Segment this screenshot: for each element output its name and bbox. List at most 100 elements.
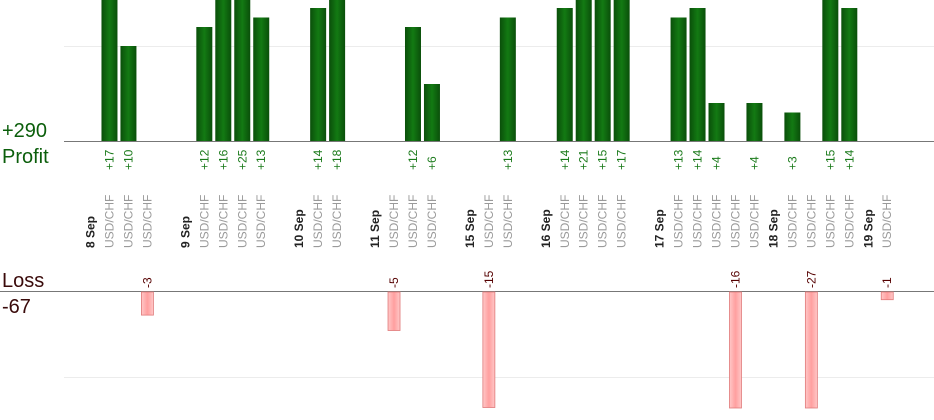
profit-value-label: +17 [615,149,629,170]
loss-bar [141,291,154,316]
pair-label: USD/CHF [577,195,591,248]
profit-bar [594,0,611,141]
profit-bar [746,103,763,141]
loss-bar [729,291,742,409]
profit-value-label: +15 [596,149,610,170]
pair-label: USD/CHF [121,195,135,248]
pair-label: USD/CHF [197,195,211,248]
profit-value-label: +12 [406,149,420,170]
pair-label: USD/CHF [425,195,439,248]
loss-label: Loss [2,270,45,292]
profit-value-label: +12 [197,149,211,170]
date-label: 9 Sep [178,216,192,248]
profit-bar [253,17,270,141]
loss-value-label: -3 [140,277,154,288]
profit-bar [404,27,421,141]
date-label: 15 Sep [463,209,477,248]
date-label: 16 Sep [539,209,553,248]
profit-total: +290 [2,120,48,142]
pair-label: USD/CHF [406,195,420,248]
pair-label: USD/CHF [330,195,344,248]
profit-bar [784,112,801,141]
pair-label: USD/CHF [140,195,154,248]
profit-value-label: +3 [785,156,799,170]
profit-bar [575,0,592,141]
loss-bar [387,291,401,331]
profit-value-label: +14 [558,149,572,170]
profit-bar [120,46,137,141]
bar-group [101,0,894,409]
profit-value-label: +4 [710,156,724,170]
profit-value-label: +21 [577,149,591,170]
profit-bar [670,17,687,141]
pair-label: USD/CHF [596,195,610,248]
profit-value-label: +14 [311,149,325,170]
profit-bar [423,84,440,141]
profit-bar [196,27,213,141]
loss-value-label: -5 [387,277,401,288]
label-group: 8 Sep 9 Sep 10 Sep 11 Sep 15 Sep 16 Sep 17 Sep… [84,149,895,288]
profit-bar [499,17,516,141]
loss-value-label: -15 [482,270,496,288]
pair-label: USD/CHF [691,195,705,248]
profit-value-label: +4 [747,156,761,170]
profit-value-label: +13 [672,149,686,170]
pair-label: USD/CHF [785,195,799,248]
pair-label: USD/CHF [728,195,742,248]
loss-bar [804,291,818,409]
pair-label: USD/CHF [842,195,856,248]
grid-lines [0,46,934,378]
profit-bar [329,0,346,141]
pair-label: USD/CHF [880,195,894,248]
date-label: 8 Sep [84,216,98,248]
profit-bar [841,8,858,141]
profit-bar [215,0,232,141]
loss-bar [880,291,894,301]
pair-label: USD/CHF [254,195,268,248]
profit-bar [708,103,725,141]
date-label: 18 Sep [766,209,780,248]
profit-value-label: +15 [823,149,837,170]
pair-label: USD/CHF [747,195,761,248]
profit-value-label: +14 [691,149,705,170]
profit-value-label: +14 [842,149,856,170]
profit-bar [101,0,118,141]
date-label: 11 Sep [368,210,382,248]
loss-value-label: -16 [728,270,742,288]
pair-label: USD/CHF [710,195,724,248]
profit-label: Profit [2,146,49,168]
pair-label: USD/CHF [311,195,325,248]
pair-label: USD/CHF [823,195,837,248]
pair-label: USD/CHF [216,195,230,248]
pair-label: USD/CHF [102,195,116,248]
date-label: 19 Sep [861,209,875,248]
pair-label: USD/CHF [615,195,629,248]
pair-label: USD/CHF [501,195,515,248]
pair-label: USD/CHF [558,195,572,248]
profit-value-label: +13 [254,149,268,170]
loss-value-label: -1 [880,277,894,288]
loss-value-label: -27 [804,270,818,288]
profit-value-label: +18 [330,149,344,170]
pair-label: USD/CHF [672,195,686,248]
pair-label: USD/CHF [804,195,818,248]
profit-value-label: +25 [235,149,249,170]
date-label: 17 Sep [653,209,667,248]
date-label: 10 Sep [292,209,306,248]
profit-bar [234,0,251,141]
loss-bar [482,291,496,408]
profit-value-label: +16 [216,149,230,170]
profit-bar [613,0,630,141]
profit-value-label: +17 [102,149,116,170]
profit-value-label: +13 [501,149,515,170]
profit-value-label: +6 [425,156,439,170]
profit-value-label: +10 [121,149,135,170]
profit-bar [822,0,839,141]
profit-bar [556,8,573,141]
loss-total: -67 [2,296,31,318]
pair-label: USD/CHF [235,195,249,248]
profit-bar [310,8,327,141]
pair-label: USD/CHF [482,195,496,248]
